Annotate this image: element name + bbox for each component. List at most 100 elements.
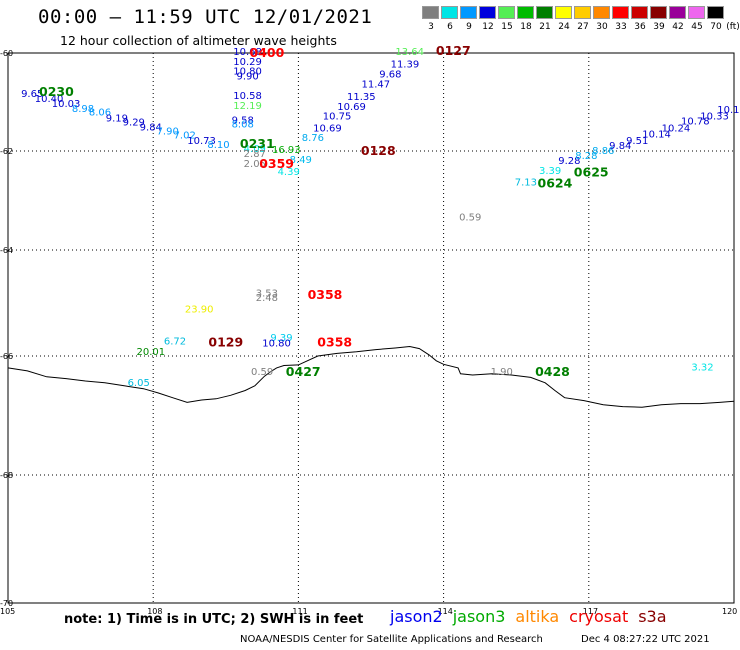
swh-value: 10.29 [233, 57, 262, 68]
swh-value: 4.39 [278, 167, 300, 178]
swh-value: 10.68 [233, 47, 262, 58]
pass-time: 0625 [574, 165, 609, 180]
swh-value: 10.14 [642, 129, 671, 140]
swh-value: 2.05 [244, 159, 266, 170]
legend-swatch-18 [517, 6, 534, 19]
swh-value: 10.33 [700, 112, 729, 123]
legend-swatch-24 [555, 6, 572, 19]
swh-value: 3.39 [539, 166, 561, 177]
satellite-s3a: s3a [638, 607, 667, 626]
lat-label: -66 [0, 352, 13, 361]
legend-swatch-33 [612, 6, 629, 19]
satellite-cryosat: cryosat [569, 607, 629, 626]
chart-title: 00:00 – 11:59 UTC 12/01/2021 [38, 6, 373, 28]
swh-value: 10.69 [337, 102, 366, 113]
swh-value: 3.32 [691, 362, 713, 373]
wave-height-observations: 9.6510.4010.038.988.069.199.299.847.907.… [21, 47, 740, 389]
swh-value: 10.03 [52, 99, 81, 110]
legend-swatch-30 [593, 6, 610, 19]
legend-label-24: 24 [558, 22, 570, 32]
lon-label: 105 [0, 607, 15, 616]
pass-time: 0358 [317, 335, 352, 350]
swh-value: 9.84 [140, 122, 162, 133]
pass-time: 0400 [250, 45, 285, 60]
swh-value: 8.76 [302, 133, 324, 144]
swh-value: 2.48 [256, 293, 278, 304]
swh-value: 10.80 [233, 67, 262, 78]
swh-value: 9.29 [123, 118, 145, 129]
swh-value: 2.87 [244, 149, 266, 160]
lat-label: -70 [0, 599, 13, 608]
coastline [7, 345, 735, 408]
swh-value: 9.28 [558, 156, 580, 167]
legend-label-15: 15 [501, 22, 513, 32]
legend-label-9: 9 [466, 22, 472, 32]
swh-value: 16.93 [272, 145, 301, 156]
lon-label: 120 [722, 607, 737, 616]
lon-label: 108 [147, 607, 162, 616]
footer-note: note: 1) Time is in UTC; 2) SWH is in fe… [64, 612, 364, 627]
swh-value: 9.68 [379, 70, 401, 81]
legend-label-21: 21 [539, 22, 551, 32]
map-frame [7, 52, 735, 604]
legend-swatch-36 [631, 6, 648, 19]
swh-value: 7.90 [157, 126, 179, 137]
legend-label-45: 45 [691, 22, 703, 32]
swh-value: 9.39 [270, 333, 292, 344]
swh-value: 13.64 [395, 47, 424, 58]
satellite-legend: jason2 jason3 altika cryosat s3a [390, 607, 677, 626]
legend-label-6: 6 [447, 22, 453, 32]
swh-value: 10.11 [717, 105, 740, 116]
legend-swatch-39 [650, 6, 667, 19]
legend-swatch-3 [422, 6, 439, 19]
swh-value: 9.58 [232, 116, 254, 127]
swh-value: 9.90 [236, 72, 258, 83]
swh-value: 0.59 [459, 212, 481, 223]
legend-swatch-42 [669, 6, 686, 19]
swh-value: 9.51 [626, 136, 648, 147]
graticule [8, 53, 734, 603]
legend-label-42: 42 [672, 22, 684, 32]
swh-value: 10.69 [313, 123, 342, 134]
pass-time: 0127 [436, 43, 471, 58]
swh-value: 12.19 [233, 101, 262, 112]
swh-value: 0.59 [251, 367, 273, 378]
legend-label-30: 30 [596, 22, 608, 32]
legend-swatch-21 [536, 6, 553, 19]
swh-value: 7.02 [174, 130, 196, 141]
legend-label-39: 39 [653, 22, 665, 32]
lat-label: -62 [0, 147, 13, 156]
legend-label-33: 33 [615, 22, 627, 32]
legend-label-36: 36 [634, 22, 646, 32]
legend-swatch-70 [707, 6, 724, 19]
pass-time: 0359 [259, 156, 294, 171]
chart-subtitle: 12 hour collection of altimeter wave hei… [60, 33, 337, 48]
swh-value: 8.98 [72, 104, 94, 115]
swh-value: 8.49 [290, 155, 312, 166]
lon-label: 111 [292, 607, 307, 616]
swh-value: 10.78 [681, 117, 710, 128]
pass-time: 0358 [308, 287, 343, 302]
swh-value: 20.01 [136, 347, 165, 358]
swh-value: 3.53 [256, 289, 278, 300]
pass-time: 0128 [361, 143, 396, 158]
swh-value: 10.80 [262, 339, 291, 350]
swh-value: 1.90 [491, 367, 513, 378]
pass-time: 0428 [535, 364, 570, 379]
pass-time: 0231 [240, 136, 275, 151]
swh-value: 8.28 [575, 151, 597, 162]
satellite-altika: altika [515, 607, 560, 626]
swh-value: 6.72 [164, 336, 186, 347]
legend-label-70: 70 [710, 22, 722, 32]
legend-label-3: 3 [428, 22, 434, 32]
swh-value: 10.75 [323, 112, 352, 123]
swh-value: 7.13 [515, 178, 537, 189]
legend-label-27: 27 [577, 22, 589, 32]
lon-label: 114 [438, 607, 453, 616]
swh-value: 9.19 [106, 114, 128, 125]
legend-label-18: 18 [520, 22, 532, 32]
satellite-jason3: jason3 [452, 607, 506, 626]
swh-value: 8.86 [592, 146, 614, 157]
swh-value: 10.40 [35, 94, 64, 105]
